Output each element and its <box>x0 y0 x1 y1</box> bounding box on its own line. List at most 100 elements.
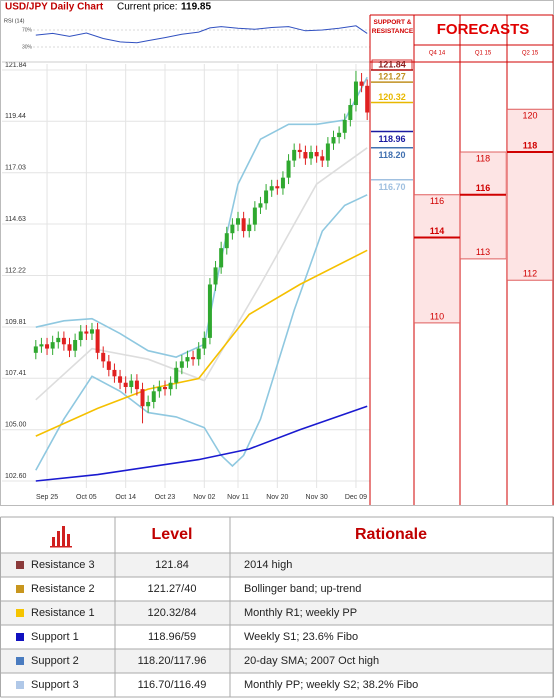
y-tick-label: 119.44 <box>5 113 26 120</box>
sr-label: 121.27 <box>378 72 406 82</box>
y-tick-label: 117.03 <box>5 165 26 172</box>
table-row <box>0 649 554 673</box>
row-name: Support 3 <box>31 679 79 691</box>
row-rationale: 2014 high <box>244 559 292 571</box>
candle-body <box>61 337 66 345</box>
forecast-low-label: 110 <box>430 311 444 321</box>
row-level: 118.96/59 <box>148 631 196 643</box>
sr-title: SUPPORT & RESISTANCE <box>371 19 414 35</box>
table-row <box>0 673 554 697</box>
forecast-mid-label: 114 <box>430 226 445 236</box>
candle-body <box>112 369 117 377</box>
candle-body <box>157 387 162 392</box>
forecast-period: Q1 15 <box>475 51 492 57</box>
candle-body <box>258 203 263 208</box>
candle-body <box>84 331 89 334</box>
candle-body <box>179 361 184 368</box>
candle-body <box>286 160 291 178</box>
candle-body <box>230 224 235 234</box>
candle-body <box>236 218 241 225</box>
candle-body <box>219 248 224 268</box>
row-level: 121.27/40 <box>148 583 197 595</box>
indicator-line <box>35 76 368 358</box>
table-header: Level <box>152 526 193 543</box>
sr-label: 118.96 <box>378 134 405 144</box>
rsi-tick-label: 70% <box>22 27 33 33</box>
table-icon <box>50 526 72 548</box>
x-tick-label: Nov 02 <box>193 494 215 501</box>
row-rationale: Monthly PP; weekly S2; 38.2% Fibo <box>244 679 418 691</box>
row-name: Resistance 3 <box>31 559 95 571</box>
chart-title: USD/JPY Daily Chart <box>5 2 104 13</box>
candle-body <box>224 233 229 249</box>
candle-body <box>331 137 336 144</box>
candle-body <box>269 186 274 191</box>
forecast-range <box>460 151 506 260</box>
candle-body <box>207 284 212 338</box>
candle-body <box>140 389 145 407</box>
candle-body <box>353 81 358 106</box>
candle-body <box>348 105 353 120</box>
row-swatch <box>16 681 24 689</box>
sr-label: 120.32 <box>378 92 406 102</box>
forecast-high-label: 116 <box>430 196 444 206</box>
row-swatch <box>16 657 24 665</box>
row-rationale: Bollinger band; up-trend <box>244 583 361 595</box>
x-tick-label: Nov 30 <box>306 494 328 501</box>
sr-label: 121.84 <box>378 59 406 69</box>
row-swatch <box>16 585 24 593</box>
y-tick-label: 121.84 <box>5 62 27 69</box>
candle-body <box>39 344 44 347</box>
indicator-line <box>35 147 368 401</box>
table-row <box>0 577 554 601</box>
forecast-low-label: 112 <box>523 269 537 279</box>
row-swatch <box>16 561 24 569</box>
candle-body <box>303 152 308 159</box>
candle-body <box>359 81 364 86</box>
forecast-period: Q4 14 <box>429 51 446 57</box>
x-tick-label: Oct 05 <box>76 494 97 501</box>
candle-body <box>247 224 252 232</box>
rsi-tick-label: 30% <box>22 44 33 50</box>
forecast-mid-label: 118 <box>523 140 538 150</box>
current-price: 119.85 <box>181 2 211 13</box>
row-level: 121.84 <box>155 559 189 571</box>
y-tick-label: 105.00 <box>5 422 27 429</box>
x-tick-label: Nov 11 <box>227 494 249 501</box>
candle-body <box>134 380 139 390</box>
row-level: 116.70/116.49 <box>138 679 207 691</box>
candle-body <box>73 340 78 351</box>
forecast-range <box>414 194 460 324</box>
candle-body <box>151 391 156 402</box>
candle-body <box>146 401 151 407</box>
x-tick-label: Sep 25 <box>36 494 58 501</box>
sr-label: 116.70 <box>378 182 405 192</box>
sr-box <box>371 59 413 71</box>
candle-body <box>123 382 128 388</box>
candle-body <box>202 337 207 349</box>
row-rationale: Monthly R1; weekly PP <box>244 607 357 619</box>
candle-body <box>33 346 38 353</box>
forecast-low-label: 113 <box>476 247 490 257</box>
rsi-line <box>35 25 368 44</box>
row-swatch <box>16 609 24 617</box>
candle-body <box>50 342 55 349</box>
candle-body <box>185 357 190 362</box>
candle-body <box>320 156 325 161</box>
candle-body <box>337 132 342 138</box>
candle-body <box>264 190 269 204</box>
forecast-range <box>507 109 553 281</box>
candle-body <box>196 348 201 360</box>
forecasts-title: FORECASTS <box>437 21 530 38</box>
x-tick-label: Oct 14 <box>115 494 136 501</box>
candle-body <box>365 85 370 113</box>
y-tick-label: 109.81 <box>5 319 27 326</box>
candle-body <box>191 357 196 360</box>
row-name: Resistance 1 <box>31 607 95 619</box>
row-level: 120.32/84 <box>148 607 197 619</box>
row-name: Support 1 <box>31 631 79 643</box>
candle-body <box>95 329 100 353</box>
sr-label: 118.20 <box>378 150 405 160</box>
